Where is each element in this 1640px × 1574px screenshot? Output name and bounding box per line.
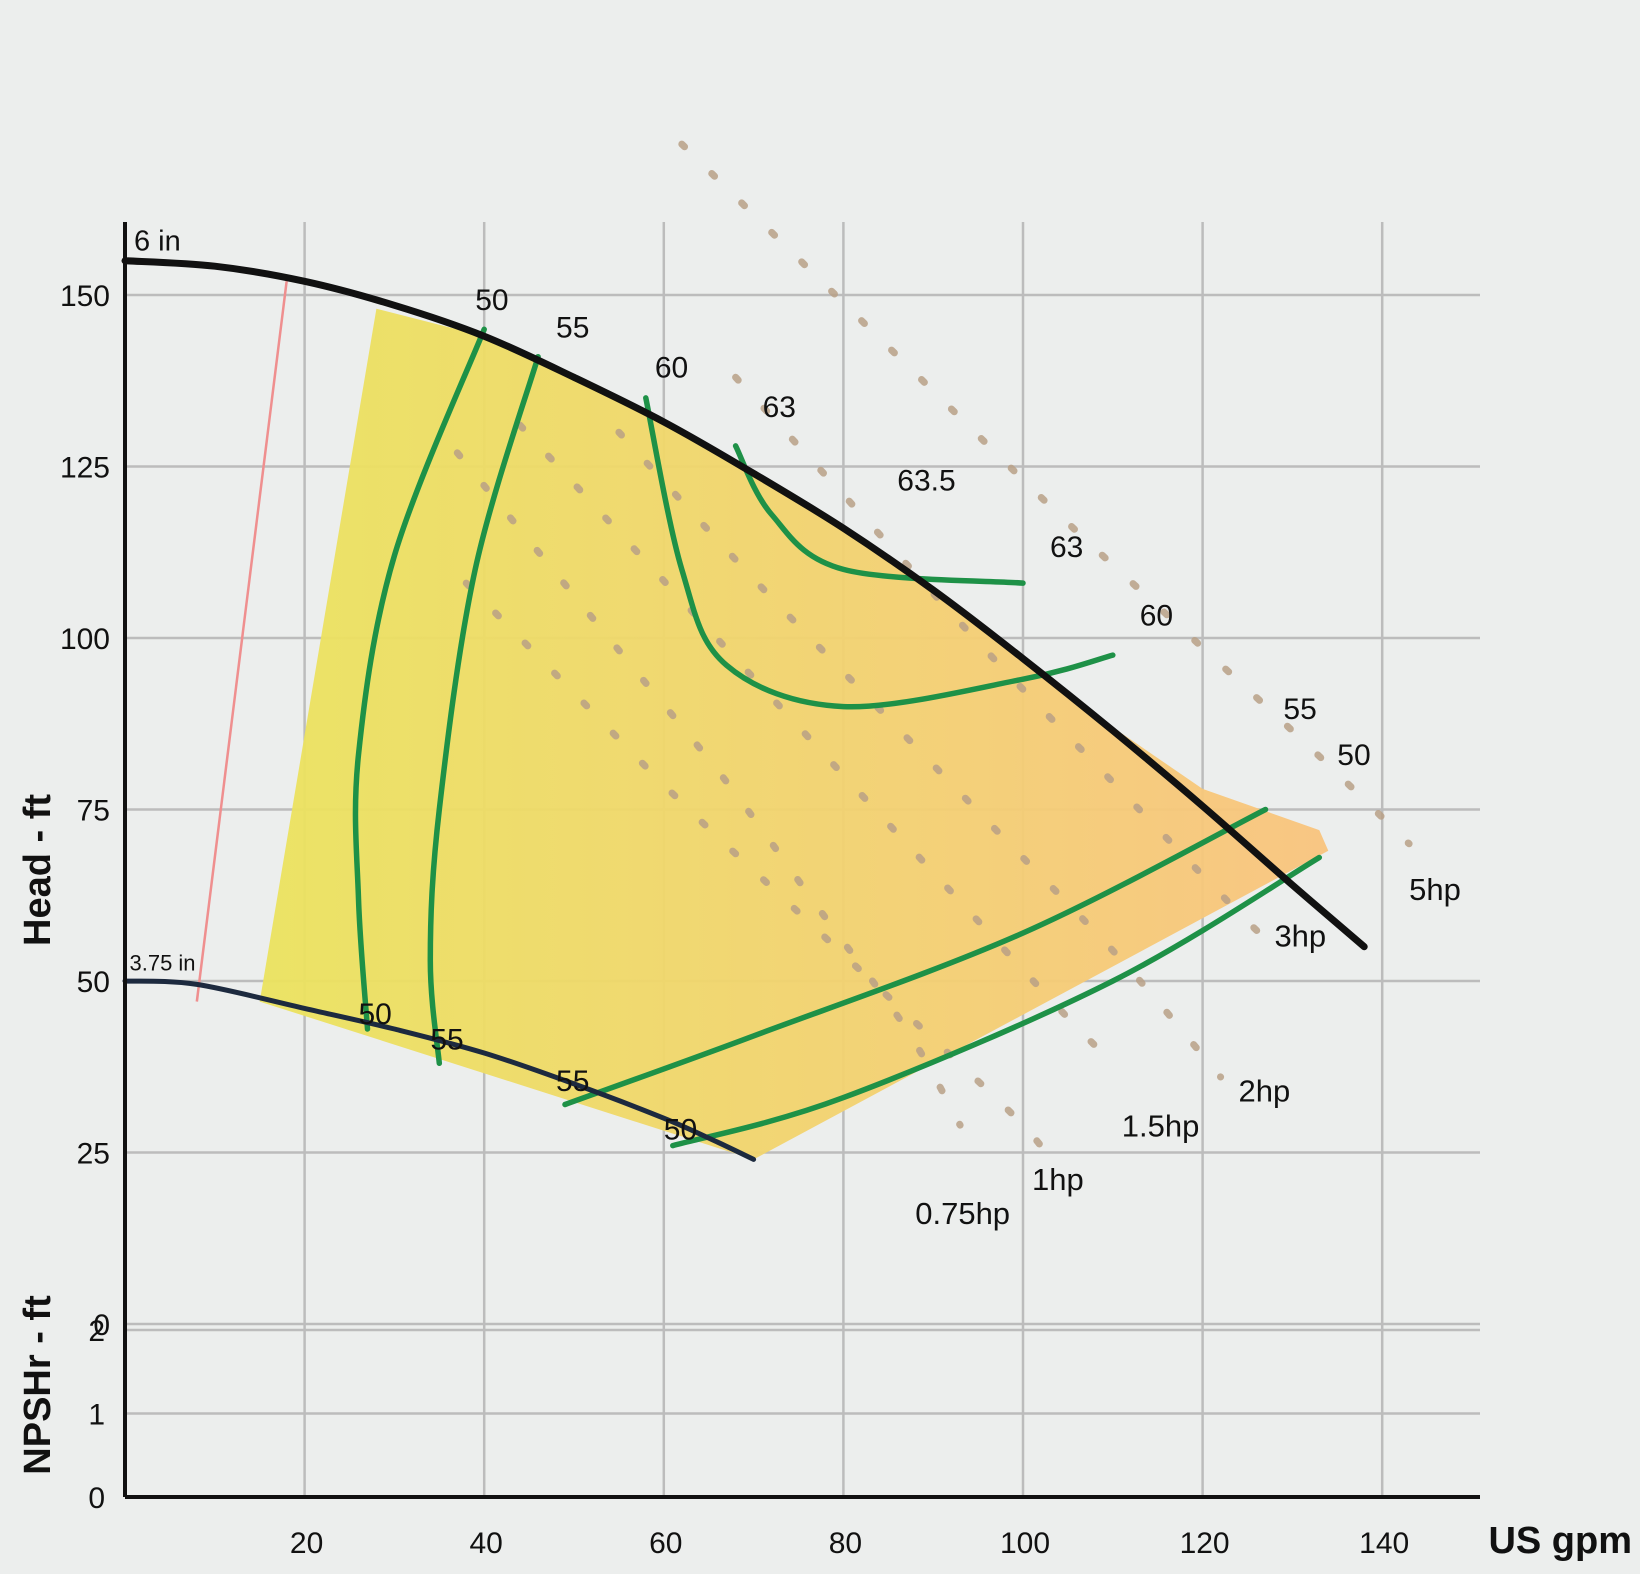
horsepower-line-0 xyxy=(453,449,964,1129)
efficiency-curve-0 xyxy=(352,326,487,1032)
efficiency-label: 55 xyxy=(1283,693,1316,726)
efficiency-label: 50 xyxy=(664,1113,697,1146)
operating-region-layer xyxy=(259,308,1329,1160)
npshr-tick-label: 2 xyxy=(88,1315,105,1348)
horsepower-label: 2hp xyxy=(1239,1074,1291,1109)
efficiency-label: 55 xyxy=(430,1024,463,1057)
x-tick-label: 60 xyxy=(649,1527,682,1560)
npshr-tick-label: 1 xyxy=(88,1399,105,1432)
head-tick-label: 25 xyxy=(77,1138,110,1171)
horsepower-line-2 xyxy=(516,421,1117,1067)
x-tick-label: 20 xyxy=(290,1527,323,1560)
efficiency-curve-1 xyxy=(427,353,541,1067)
efficiency-label: 60 xyxy=(1140,600,1173,633)
impeller-diameter-label: 6 in xyxy=(134,225,181,257)
horsepower-line-4 xyxy=(732,373,1278,951)
npshr-tick-label: 0 xyxy=(88,1482,105,1515)
efficiency-label: 50 xyxy=(1337,739,1370,772)
min-flow-layer xyxy=(195,281,288,1002)
min-flow-line xyxy=(195,281,288,1002)
y-axis-title: Head - ft xyxy=(17,794,59,946)
horsepower-label: 5hp xyxy=(1409,872,1461,907)
efficiency-curves-layer xyxy=(352,326,1323,1149)
head-tick-label: 150 xyxy=(60,280,110,313)
efficiency-label: 55 xyxy=(556,1065,589,1098)
x-tick-label: 80 xyxy=(829,1527,862,1560)
head-tick-label: 75 xyxy=(77,795,110,828)
operating-region xyxy=(259,308,1329,1160)
horsepower-label: 3hp xyxy=(1274,919,1326,954)
annotations-layer: 50 55 60 63 63.5 63 60 55 50 50 55 55 50 0.75hp 1hp 1.5… xyxy=(129,225,1460,1230)
impeller-curve-1 xyxy=(122,978,757,1162)
x-tick-label: 40 xyxy=(470,1527,503,1560)
head-tick-label: 50 xyxy=(77,966,110,999)
impeller-diameter-label: 3.75 in xyxy=(129,951,195,976)
head-tick-label: 125 xyxy=(60,452,110,485)
horsepower-label: 1hp xyxy=(1032,1162,1084,1197)
impeller-curves-layer xyxy=(121,257,1368,1162)
efficiency-label: 50 xyxy=(475,284,508,317)
efficiency-curve-3 xyxy=(732,443,1026,586)
efficiency-label: 50 xyxy=(358,998,391,1031)
head-tick-label: 0 xyxy=(93,1309,110,1342)
y2-axis-title: NPSHr - ft xyxy=(17,1295,59,1475)
x-tick-label: 140 xyxy=(1359,1527,1409,1560)
efficiency-label: 63 xyxy=(1050,531,1083,564)
x-axis-title: US gpm xyxy=(1488,1520,1632,1562)
efficiency-label: 63 xyxy=(763,391,796,424)
horsepower-label: 0.75hp xyxy=(915,1196,1010,1231)
efficiency-label: 55 xyxy=(556,312,589,345)
x-tick-label: 120 xyxy=(1180,1527,1230,1560)
efficiency-curve-4 xyxy=(562,806,1269,1108)
efficiency-label: 63.5 xyxy=(897,465,955,498)
horsepower-lines-layer xyxy=(453,140,1413,1177)
efficiency-label: 60 xyxy=(655,351,688,384)
x-tick-label: 100 xyxy=(1000,1527,1050,1560)
efficiency-curve-5 xyxy=(670,854,1323,1149)
efficiency-curve-2 xyxy=(643,395,1116,710)
impeller-curve-0 xyxy=(121,257,1368,951)
head-tick-label: 100 xyxy=(60,623,110,656)
horsepower-label: 1.5hp xyxy=(1122,1109,1200,1144)
